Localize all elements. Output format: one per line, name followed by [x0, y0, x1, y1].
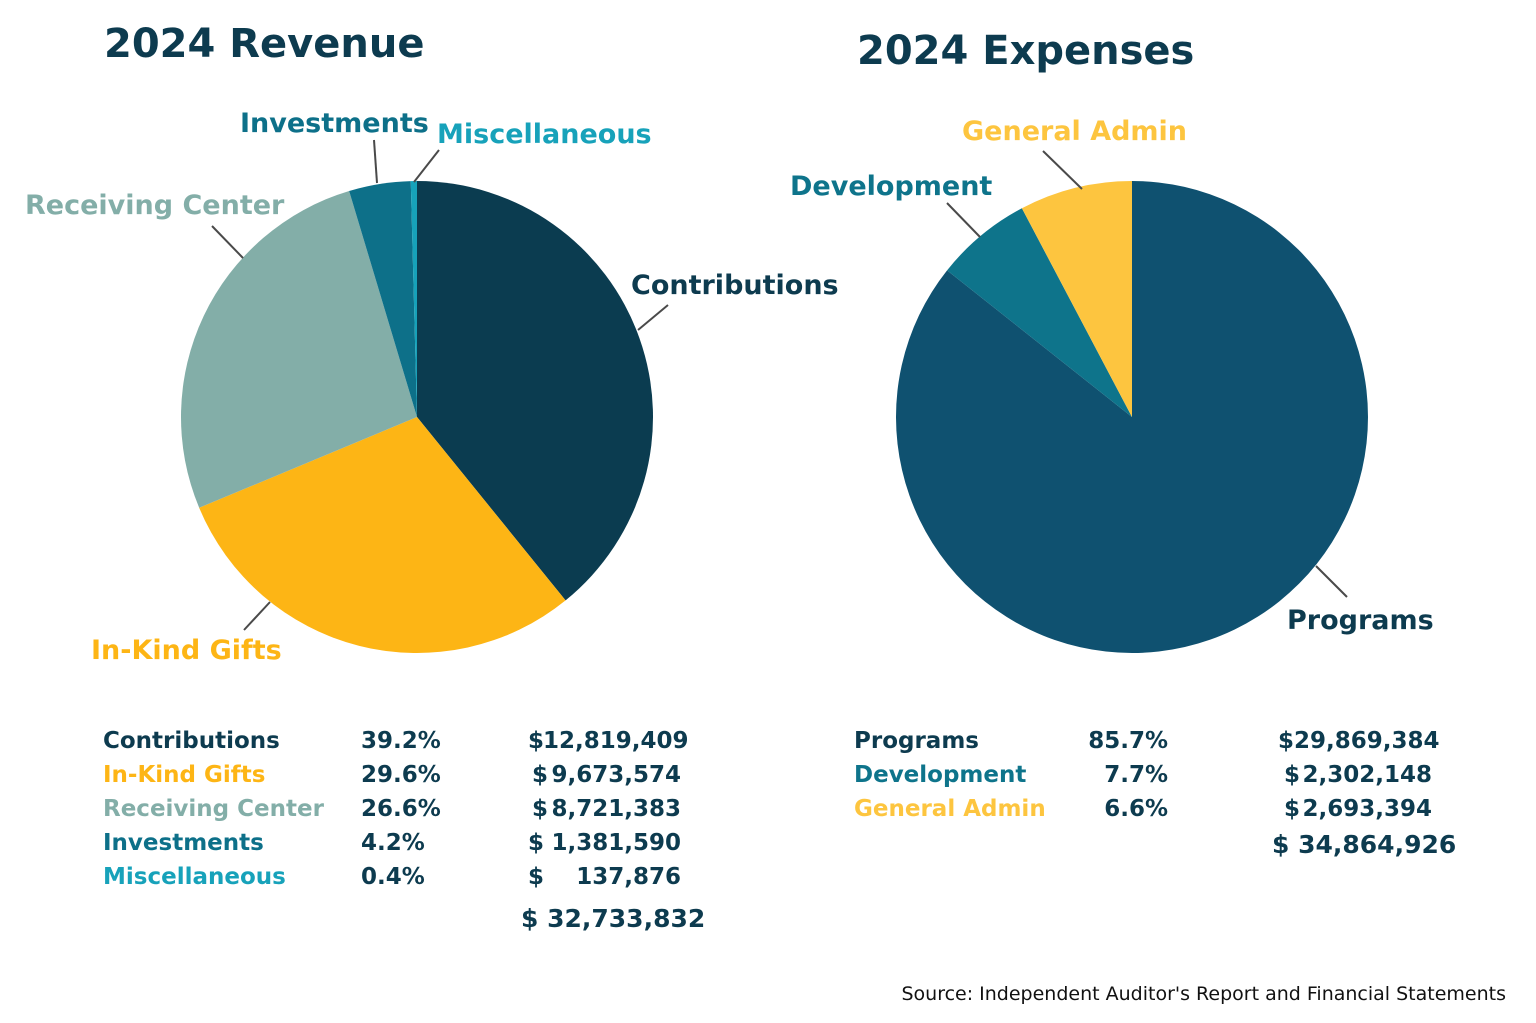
label-in-kind-gifts: In-Kind Gifts	[91, 635, 282, 666]
revenue-dollar-sign: $	[532, 762, 549, 788]
expense-dollar-sign: $	[1278, 728, 1295, 754]
label-investments: Investments	[240, 108, 429, 139]
label-programs: Programs	[1287, 605, 1434, 636]
revenue-category: Receiving Center	[103, 796, 324, 822]
revenue-category: In-Kind Gifts	[103, 762, 266, 788]
revenue-category: Contributions	[103, 728, 280, 754]
expense-percent: 7.7%	[1104, 762, 1168, 788]
revenue-category: Investments	[103, 830, 264, 856]
revenue-percent: 26.6%	[361, 796, 441, 822]
revenue-slice-investments	[349, 181, 417, 417]
revenue-amount: 8,721,383	[551, 796, 682, 822]
revenue-total: $ 32,733,832	[521, 904, 706, 933]
revenue-slice-contributions	[417, 181, 654, 601]
expense-category: Programs	[854, 728, 979, 754]
label-development: Development	[790, 171, 992, 202]
revenue-slice-miscellaneous	[410, 180, 417, 417]
revenue-category: Miscellaneous	[103, 864, 286, 890]
revenue-amount: 1,381,590	[551, 830, 682, 856]
revenue-dollar-sign: $	[528, 728, 545, 754]
expense-amount: 2,693,394	[1302, 796, 1433, 822]
expense-dollar-sign: $	[1284, 762, 1301, 788]
revenue-amount: 137,876	[576, 864, 681, 890]
revenue-slice-in-kind-gifts	[199, 417, 566, 654]
expense-percent: 85.7%	[1088, 728, 1168, 754]
expenses-table: Programs 85.7% $ 29,869,384 Development …	[854, 728, 1457, 868]
revenue-dollar-sign: $	[532, 796, 549, 822]
expense-category: Development	[854, 762, 1027, 788]
leader-investments	[373, 139, 378, 184]
leader-development	[946, 202, 981, 238]
expense-leader-lines	[946, 150, 1348, 598]
revenue-dollar-sign: $	[528, 830, 545, 856]
leader-general-admin	[1042, 150, 1083, 190]
revenue-pie-chart	[180, 180, 654, 654]
revenue-table: Contributions 39.2% $ 12,819,409 In-Kind…	[103, 728, 706, 948]
source-note: Source: Independent Auditor's Report and…	[901, 983, 1506, 1005]
revenue-amount: 9,673,574	[551, 762, 682, 788]
expenses-pie-chart	[895, 181, 1368, 654]
expenses-total: $ 34,864,926	[1272, 830, 1457, 859]
label-general-admin: General Admin	[962, 116, 1187, 147]
leader-miscellaneous	[413, 149, 440, 183]
expenses-slice-programs	[895, 181, 1368, 654]
expenses-slice-development	[947, 208, 1132, 417]
label-contributions: Contributions	[631, 270, 839, 301]
expense-percent: 6.6%	[1104, 796, 1168, 822]
expenses-slice-general-admin	[1021, 181, 1132, 417]
revenue-percent: 29.6%	[361, 762, 441, 788]
leader-in-kind-gifts	[243, 601, 271, 631]
leader-contributions	[637, 304, 669, 331]
leader-programs	[1315, 565, 1348, 598]
leader-receiving-center	[211, 225, 244, 259]
revenue-percent: 0.4%	[361, 864, 425, 890]
revenue-amount: 12,819,409	[543, 728, 689, 754]
revenue-slice-receiving-center	[180, 190, 417, 508]
revenue-title: 2024 Revenue	[104, 21, 424, 67]
revenue-percent: 39.2%	[361, 728, 441, 754]
revenue-dollar-sign: $	[528, 864, 545, 890]
expense-amount: 2,302,148	[1302, 762, 1433, 788]
revenue-leader-lines	[211, 139, 669, 631]
expense-dollar-sign: $	[1284, 796, 1301, 822]
label-miscellaneous: Miscellaneous	[437, 119, 652, 150]
label-receiving-center: Receiving Center	[25, 190, 285, 221]
revenue-percent: 4.2%	[361, 830, 425, 856]
expense-category: General Admin	[854, 796, 1046, 822]
expense-amount: 29,869,384	[1294, 728, 1440, 754]
expenses-title: 2024 Expenses	[857, 28, 1194, 74]
